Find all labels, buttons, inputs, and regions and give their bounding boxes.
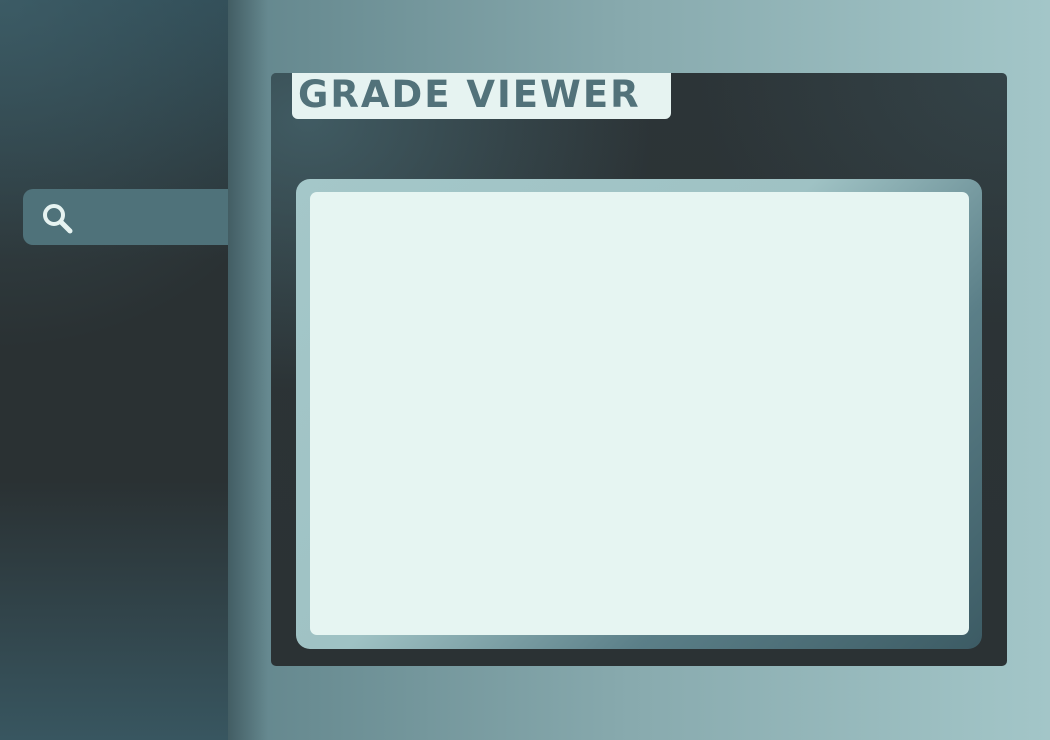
grade-viewer-panel: GRADE VIEWER — [271, 73, 1007, 666]
viewer-frame — [296, 179, 982, 649]
title-badge: GRADE VIEWER — [292, 73, 671, 119]
page-title: GRADE VIEWER — [298, 73, 641, 116]
search-icon — [40, 201, 74, 235]
search-button[interactable] — [23, 189, 228, 245]
grade-display-area — [310, 192, 969, 635]
sidebar — [0, 0, 228, 740]
sidebar-shadow — [228, 0, 268, 740]
